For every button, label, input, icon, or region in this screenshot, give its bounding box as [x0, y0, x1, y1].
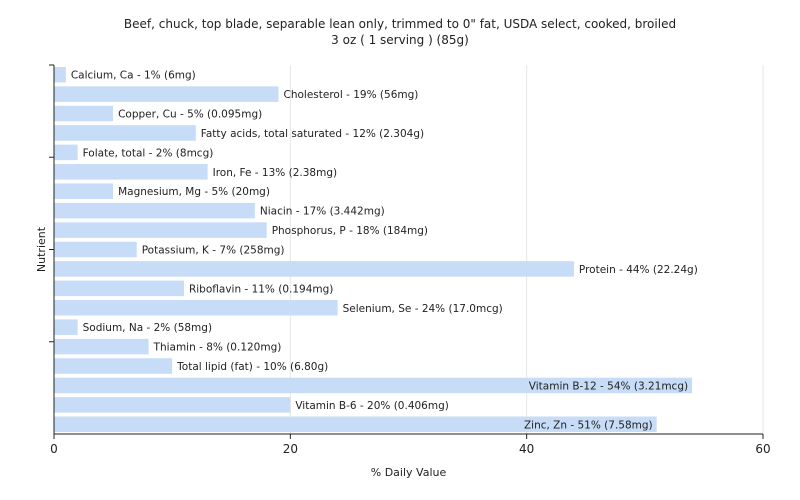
- bar-label: Fatty acids, total saturated - 12% (2.30…: [201, 128, 424, 140]
- chart-title-block: Beef, chuck, top blade, separable lean o…: [0, 16, 800, 48]
- bar: [54, 241, 137, 258]
- bar-label: Riboflavin - 11% (0.194mg): [189, 283, 333, 295]
- bar: [54, 222, 267, 238]
- chart-title: Beef, chuck, top blade, separable lean o…: [123, 17, 677, 31]
- bar-label: Cholesterol - 19% (56mg): [284, 89, 419, 101]
- bar-label: Potassium, K - 7% (258mg): [142, 245, 285, 257]
- bar: [54, 66, 66, 83]
- bar: [54, 358, 173, 374]
- bar: [54, 105, 114, 122]
- bar: [54, 397, 291, 413]
- bar: [54, 280, 184, 297]
- bar: [54, 338, 149, 355]
- bar: [54, 202, 255, 219]
- bar: [54, 416, 657, 433]
- bar-label: Phosphorus, P - 18% (184mg): [272, 225, 428, 237]
- x-tick-label: 0: [50, 442, 58, 456]
- bar-label: Magnesium, Mg - 5% (20mg): [118, 186, 270, 198]
- bar-label: Thiamin - 8% (0.120mg): [153, 342, 282, 354]
- bar-label: Protein - 44% (22.24g): [579, 264, 698, 276]
- bar-label: Selenium, Se - 24% (17.0mcg): [343, 303, 503, 315]
- bar: [54, 164, 208, 180]
- x-tick-label: 20: [283, 442, 298, 456]
- x-axis-title: % Daily Value: [371, 466, 447, 479]
- bar: [54, 86, 279, 102]
- chart-subtitle: 3 oz ( 1 serving ) (85g): [331, 33, 469, 47]
- x-tick-label: 40: [519, 442, 534, 456]
- bar-label: Sodium, Na - 2% (58mg): [83, 322, 212, 334]
- bar: [54, 261, 574, 277]
- bar-label: Total lipid (fat) - 10% (6.80g): [176, 361, 328, 373]
- bar: [54, 144, 78, 161]
- bar-label: Copper, Cu - 5% (0.095mg): [118, 109, 262, 121]
- bar-label: Vitamin B-12 - 54% (3.21mcg): [529, 380, 688, 392]
- y-axis-title: Nutrient: [35, 226, 48, 272]
- bar-label: Folate, total - 2% (8mcg): [83, 147, 214, 159]
- bar: [54, 183, 114, 200]
- bar: [54, 377, 693, 394]
- bar-label: Vitamin B-6 - 20% (0.406mg): [295, 400, 449, 412]
- x-tick-label: 60: [755, 442, 770, 456]
- bar-label: Calcium, Ca - 1% (6mg): [71, 70, 196, 82]
- bar: [54, 319, 78, 335]
- bar-label: Niacin - 17% (3.442mg): [260, 206, 385, 218]
- bar: [54, 299, 338, 316]
- bar: [54, 125, 196, 141]
- bar-label: Iron, Fe - 13% (2.38mg): [213, 167, 337, 179]
- bar-label: Zinc, Zn - 51% (7.58mg): [524, 419, 653, 431]
